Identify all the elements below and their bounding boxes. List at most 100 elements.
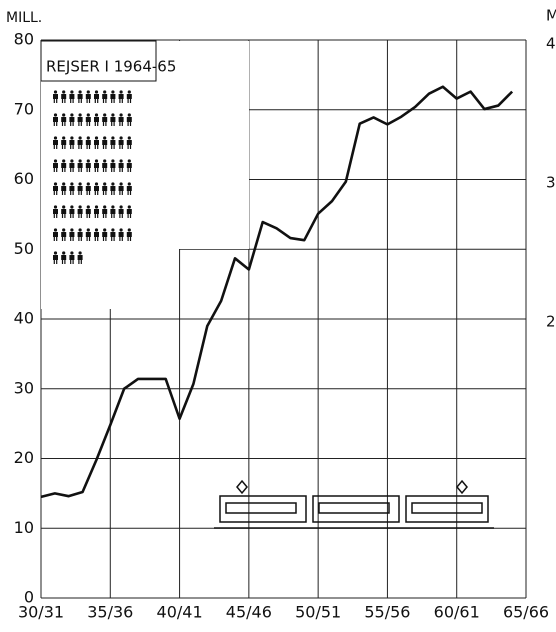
person-icon	[128, 205, 131, 208]
person-icon	[70, 251, 73, 254]
person-icon	[79, 228, 82, 231]
person-icon	[54, 113, 57, 116]
person-icon	[95, 136, 98, 139]
person-icon	[62, 237, 63, 241]
person-icon	[105, 191, 106, 195]
person-icon	[102, 209, 107, 214]
person-icon	[54, 90, 57, 93]
person-icon	[73, 145, 74, 149]
person-icon	[78, 145, 79, 149]
person-icon	[103, 214, 104, 218]
person-icon	[79, 113, 82, 116]
person-icon	[64, 191, 65, 195]
person-icon	[70, 237, 71, 241]
person-icon	[103, 90, 106, 93]
person-icon	[89, 168, 90, 172]
person-icon	[103, 237, 104, 241]
person-icon	[105, 214, 106, 218]
person-icon	[110, 209, 115, 214]
x-tick-label: 55/56	[364, 603, 410, 622]
person-icon	[103, 99, 104, 103]
chart-title: REJSER I 1964-65	[46, 58, 176, 76]
person-icon	[87, 237, 88, 241]
person-icon	[127, 186, 132, 191]
person-icon	[56, 237, 57, 241]
person-icon	[61, 255, 66, 260]
person-icon	[53, 117, 58, 122]
person-icon	[110, 117, 115, 122]
person-icon	[53, 209, 58, 214]
x-tick-label: 30/31	[18, 603, 64, 622]
person-icon	[78, 163, 83, 168]
right-axis-fragment: 2	[546, 313, 556, 331]
person-icon	[128, 90, 131, 93]
person-icon	[62, 228, 65, 231]
person-icon	[61, 186, 66, 191]
person-icon	[78, 99, 79, 103]
person-icon	[64, 168, 65, 172]
person-icon	[54, 260, 55, 264]
person-icon	[56, 191, 57, 195]
person-icon	[87, 168, 88, 172]
person-icon	[89, 191, 90, 195]
person-icon	[97, 168, 98, 172]
person-icon	[103, 182, 106, 185]
person-icon	[95, 113, 98, 116]
person-icon	[79, 251, 82, 254]
person-icon	[97, 145, 98, 149]
person-icon	[64, 122, 65, 126]
person-icon	[73, 122, 74, 126]
person-icon	[81, 99, 82, 103]
person-icon	[102, 163, 107, 168]
person-icon	[95, 191, 96, 195]
x-tick-label: 65/66	[503, 603, 549, 622]
person-icon	[130, 214, 131, 218]
person-icon	[70, 90, 73, 93]
person-icon	[89, 145, 90, 149]
person-icon	[103, 228, 106, 231]
chart: REJSER I 1964-65 MILL. M432 010203040506…	[0, 0, 556, 632]
person-icon	[120, 136, 123, 139]
person-icon	[56, 99, 57, 103]
person-icon	[87, 205, 90, 208]
person-icon	[119, 214, 120, 218]
person-icon	[87, 113, 90, 116]
person-icon	[119, 145, 120, 149]
person-icon	[73, 191, 74, 195]
x-tick-label: 40/41	[157, 603, 203, 622]
person-icon	[103, 136, 106, 139]
person-icon	[87, 122, 88, 126]
person-icon	[95, 159, 98, 162]
person-icon	[119, 186, 124, 191]
person-icon	[95, 145, 96, 149]
person-icon	[62, 90, 65, 93]
person-icon	[111, 168, 112, 172]
person-icon	[120, 228, 123, 231]
person-icon	[89, 237, 90, 241]
person-icon	[79, 182, 82, 185]
person-icon	[95, 228, 98, 231]
person-icon	[69, 186, 74, 191]
x-tick-label: 35/36	[87, 603, 133, 622]
person-icon	[53, 232, 58, 237]
person-icon	[56, 168, 57, 172]
person-icon	[103, 205, 106, 208]
person-icon	[64, 237, 65, 241]
person-icon	[54, 99, 55, 103]
person-icon	[119, 232, 124, 237]
person-icon	[62, 191, 63, 195]
person-icon	[87, 182, 90, 185]
person-icon	[95, 90, 98, 93]
person-icon	[120, 90, 123, 93]
person-icon	[120, 159, 123, 162]
person-icon	[105, 237, 106, 241]
person-icon	[64, 99, 65, 103]
person-icon	[87, 136, 90, 139]
person-icon	[54, 136, 57, 139]
person-icon	[70, 182, 73, 185]
person-icon	[94, 140, 99, 145]
person-icon	[103, 191, 104, 195]
person-icon	[128, 145, 129, 149]
person-icon	[110, 140, 115, 145]
y-tick-label: 70	[14, 99, 34, 118]
